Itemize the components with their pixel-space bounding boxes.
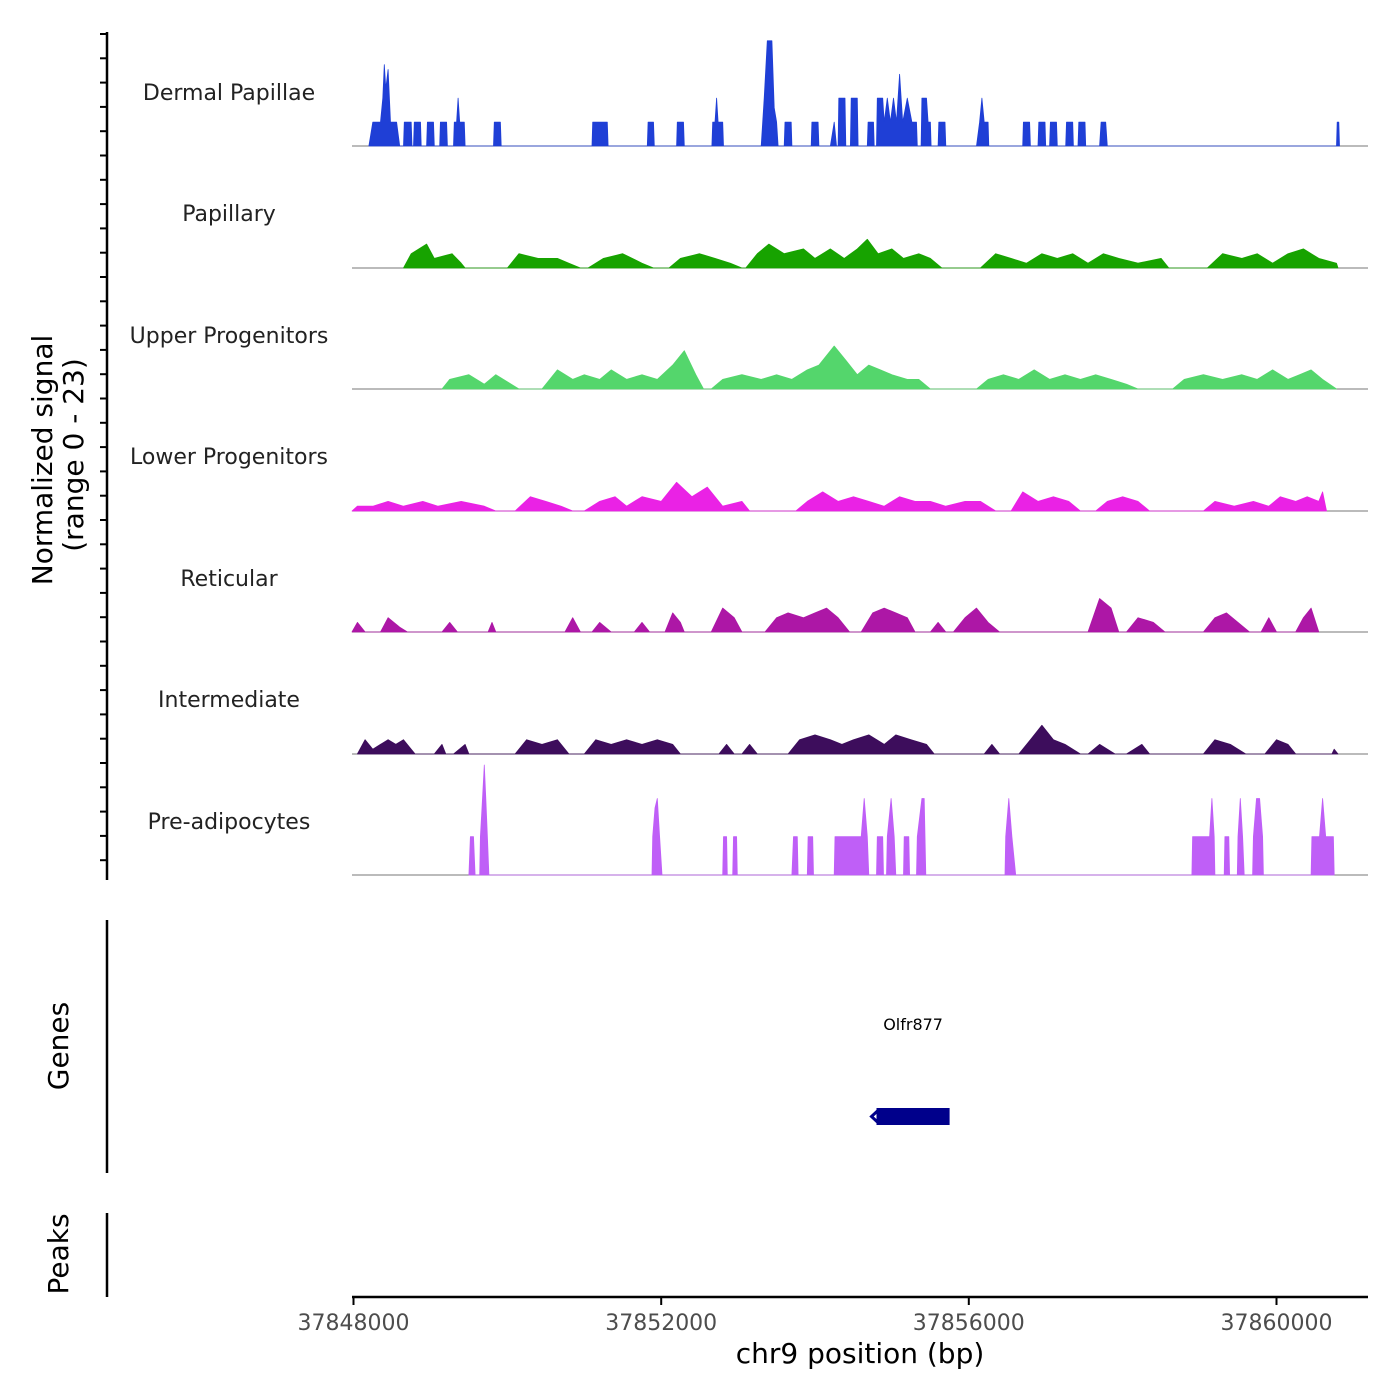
gene-body-olfr877 — [876, 1108, 950, 1125]
track-label-papillary: Papillary — [182, 202, 276, 227]
x-tick-label: 37848000 — [298, 1311, 410, 1336]
coverage-tracks — [351, 40, 1368, 876]
signal-y-axis-ticks — [100, 33, 107, 862]
track-label-lower-progenitors: Lower Progenitors — [130, 445, 328, 470]
x-tick-label: 37856000 — [913, 1311, 1025, 1336]
x-tick-label: 37860000 — [1221, 1311, 1333, 1336]
gene-model: Olfr877 — [869, 1015, 950, 1125]
peaks-panel-label: Peaks — [42, 1213, 75, 1294]
track-label-upper-progenitors: Upper Progenitors — [130, 324, 329, 349]
coverage-area-reticular — [351, 598, 1320, 633]
x-axis-ticks: 37848000 37852000 37856000 37860000 — [298, 1297, 1333, 1336]
y-axis-range-label: (range 0 - 23) — [57, 358, 90, 552]
coverage-area-intermediate — [357, 724, 1339, 755]
coverage-area-upper-progenitors — [441, 345, 1337, 390]
track-label-dermal-papillae: Dermal Papillae — [143, 81, 315, 106]
x-axis-title: chr9 position (bp) — [736, 1337, 985, 1370]
gene-label-olfr877: Olfr877 — [883, 1015, 943, 1034]
track-label-intermediate: Intermediate — [158, 688, 300, 713]
genes-panel-label: Genes — [42, 1002, 75, 1090]
x-tick-label: 37852000 — [605, 1311, 717, 1336]
coverage-area-papillary — [403, 238, 1339, 269]
gene-strand-arrow — [869, 1108, 880, 1125]
coverage-area-pre-adipocytes — [468, 764, 1335, 876]
track-label-reticular: Reticular — [180, 567, 278, 592]
track-label-pre-adipocytes: Pre-adipocytes — [148, 810, 311, 835]
coverage-area-dermal-papillae — [368, 40, 1340, 147]
coverage-area-lower-progenitors — [351, 481, 1327, 512]
y-axis-title: Normalized signal — [26, 335, 59, 586]
